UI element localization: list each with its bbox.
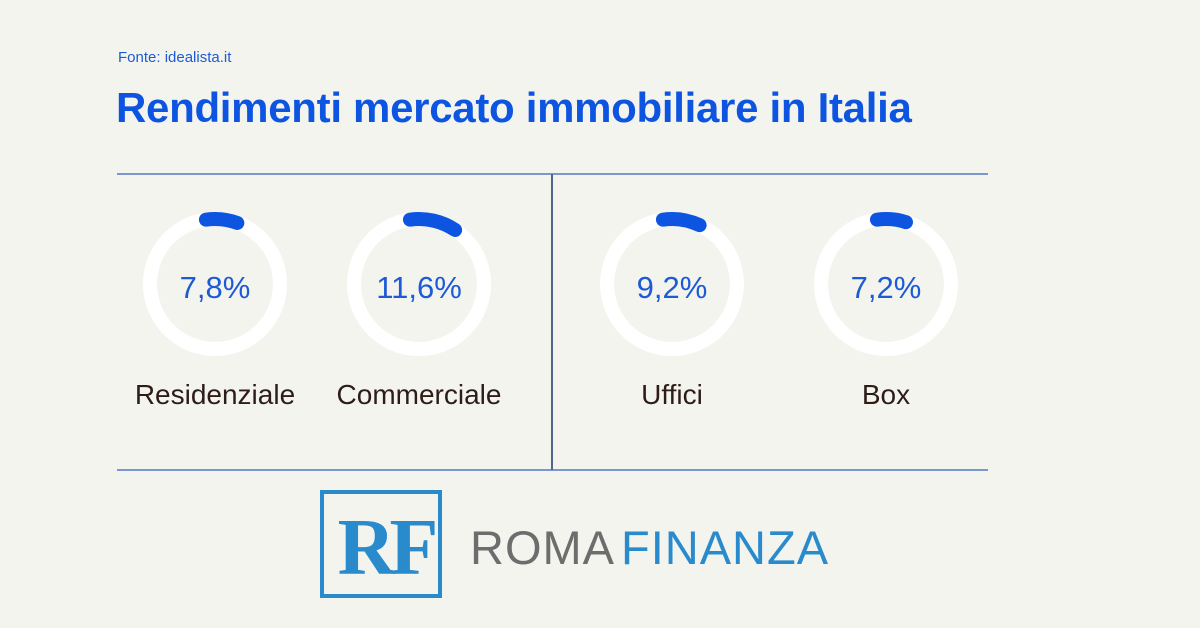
gauge-value: 7,8%: [179, 270, 251, 305]
gauge-uffici: 9,2% Uffici: [592, 204, 752, 444]
ring-chart: [600, 212, 744, 356]
divider-bottom: [117, 469, 988, 471]
logo-wordmark-finanza: FINANZA: [621, 521, 830, 574]
gauge-commerciale: 11,6% Commerciale: [337, 204, 501, 444]
source-note: Fonte: idealista.it: [118, 49, 232, 66]
logo-wordmark: ROMA FINANZA: [470, 518, 829, 578]
gauge-label: Box: [861, 379, 911, 410]
ring-progress-arc: [869, 212, 913, 230]
gauge-label: Residenziale: [134, 379, 296, 410]
gauge-value: 11,6%: [376, 270, 462, 305]
ring-progress-arc: [655, 212, 707, 233]
ring-chart: [143, 212, 287, 356]
gauge-value: 7,2%: [850, 270, 922, 305]
gauge-value: 9,2%: [636, 270, 708, 305]
gauge-residenziale: 7,8% Residenziale: [135, 204, 295, 444]
logo-mark: RF: [337, 504, 439, 592]
logo-mark-frame: RF: [320, 490, 442, 598]
ring-progress-arc: [198, 212, 245, 230]
ring-progress-arc: [402, 212, 463, 237]
divider-vertical: [551, 174, 553, 470]
gauge-label: Uffici: [641, 379, 703, 410]
gauge-label: Commerciale: [336, 379, 502, 410]
logo-wordmark-roma: ROMA: [470, 521, 615, 574]
ring-chart: [347, 212, 491, 356]
ring-chart: [814, 212, 958, 356]
page-title: Rendimenti mercato immobiliare in Italia: [116, 84, 912, 131]
gauge-box: 7,2% Box: [806, 204, 966, 444]
